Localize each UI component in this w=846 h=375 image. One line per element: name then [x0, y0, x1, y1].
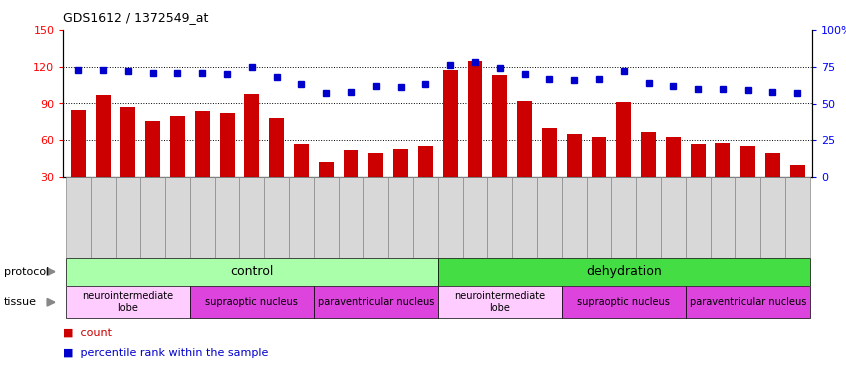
Bar — [190, 177, 215, 258]
Bar — [190, 286, 314, 318]
Bar — [146, 121, 160, 214]
Bar — [66, 286, 190, 318]
Bar — [170, 116, 185, 214]
Bar — [735, 177, 760, 258]
Bar — [586, 177, 612, 258]
Bar — [765, 153, 780, 214]
Bar — [542, 128, 557, 214]
Bar — [716, 143, 730, 214]
Bar — [413, 177, 437, 258]
Bar — [71, 110, 85, 214]
Text: supraoptic nucleus: supraoptic nucleus — [577, 297, 670, 307]
Bar — [487, 177, 512, 258]
Bar — [636, 177, 661, 258]
Bar — [269, 118, 284, 214]
Bar — [96, 95, 111, 214]
Bar — [661, 177, 686, 258]
Bar — [314, 177, 338, 258]
Bar — [591, 136, 607, 214]
Text: neurointermediate
lobe: neurointermediate lobe — [82, 291, 173, 313]
Bar — [790, 165, 805, 214]
Bar — [314, 286, 437, 318]
Bar — [140, 177, 165, 258]
Bar — [562, 177, 586, 258]
Bar — [567, 134, 581, 214]
Bar — [437, 258, 810, 286]
Bar — [442, 70, 458, 214]
Bar — [343, 150, 359, 214]
Bar — [711, 177, 735, 258]
Bar — [666, 136, 681, 214]
Text: neurointermediate
lobe: neurointermediate lobe — [454, 291, 546, 313]
Bar — [616, 102, 631, 214]
Bar — [612, 177, 636, 258]
Text: GDS1612 / 1372549_at: GDS1612 / 1372549_at — [63, 11, 209, 24]
Bar — [740, 146, 755, 214]
Bar — [512, 177, 537, 258]
Bar — [641, 132, 656, 214]
Bar — [195, 111, 210, 214]
Text: paraventricular nucleus: paraventricular nucleus — [317, 297, 434, 307]
Bar — [338, 177, 364, 258]
Bar — [388, 177, 413, 258]
Text: protocol: protocol — [4, 267, 49, 277]
Bar — [244, 94, 260, 214]
Bar — [437, 177, 463, 258]
Bar — [220, 113, 234, 214]
Bar — [239, 177, 264, 258]
Bar — [537, 177, 562, 258]
Bar — [66, 258, 437, 286]
Bar — [120, 107, 135, 214]
Bar — [264, 177, 289, 258]
Bar — [785, 177, 810, 258]
Bar — [165, 177, 190, 258]
Text: ■  percentile rank within the sample: ■ percentile rank within the sample — [63, 348, 269, 357]
Bar — [91, 177, 116, 258]
Text: supraoptic nucleus: supraoptic nucleus — [206, 297, 299, 307]
Bar — [289, 177, 314, 258]
Text: control: control — [230, 265, 273, 278]
Bar — [368, 153, 383, 214]
Bar — [463, 177, 487, 258]
Text: tissue: tissue — [4, 297, 37, 307]
Bar — [364, 177, 388, 258]
Bar — [66, 177, 91, 258]
Text: ■  count: ■ count — [63, 328, 113, 338]
Bar — [686, 286, 810, 318]
Bar — [468, 61, 482, 214]
Bar — [116, 177, 140, 258]
Bar — [437, 286, 562, 318]
Bar — [562, 286, 686, 318]
Text: paraventricular nucleus: paraventricular nucleus — [689, 297, 806, 307]
Bar — [393, 149, 408, 214]
Bar — [215, 177, 239, 258]
Bar — [760, 177, 785, 258]
Bar — [492, 75, 508, 214]
Bar — [690, 144, 706, 214]
Text: dehydration: dehydration — [586, 265, 662, 278]
Bar — [517, 101, 532, 214]
Bar — [294, 144, 309, 214]
Bar — [418, 146, 433, 214]
Bar — [319, 162, 333, 214]
Bar — [686, 177, 711, 258]
